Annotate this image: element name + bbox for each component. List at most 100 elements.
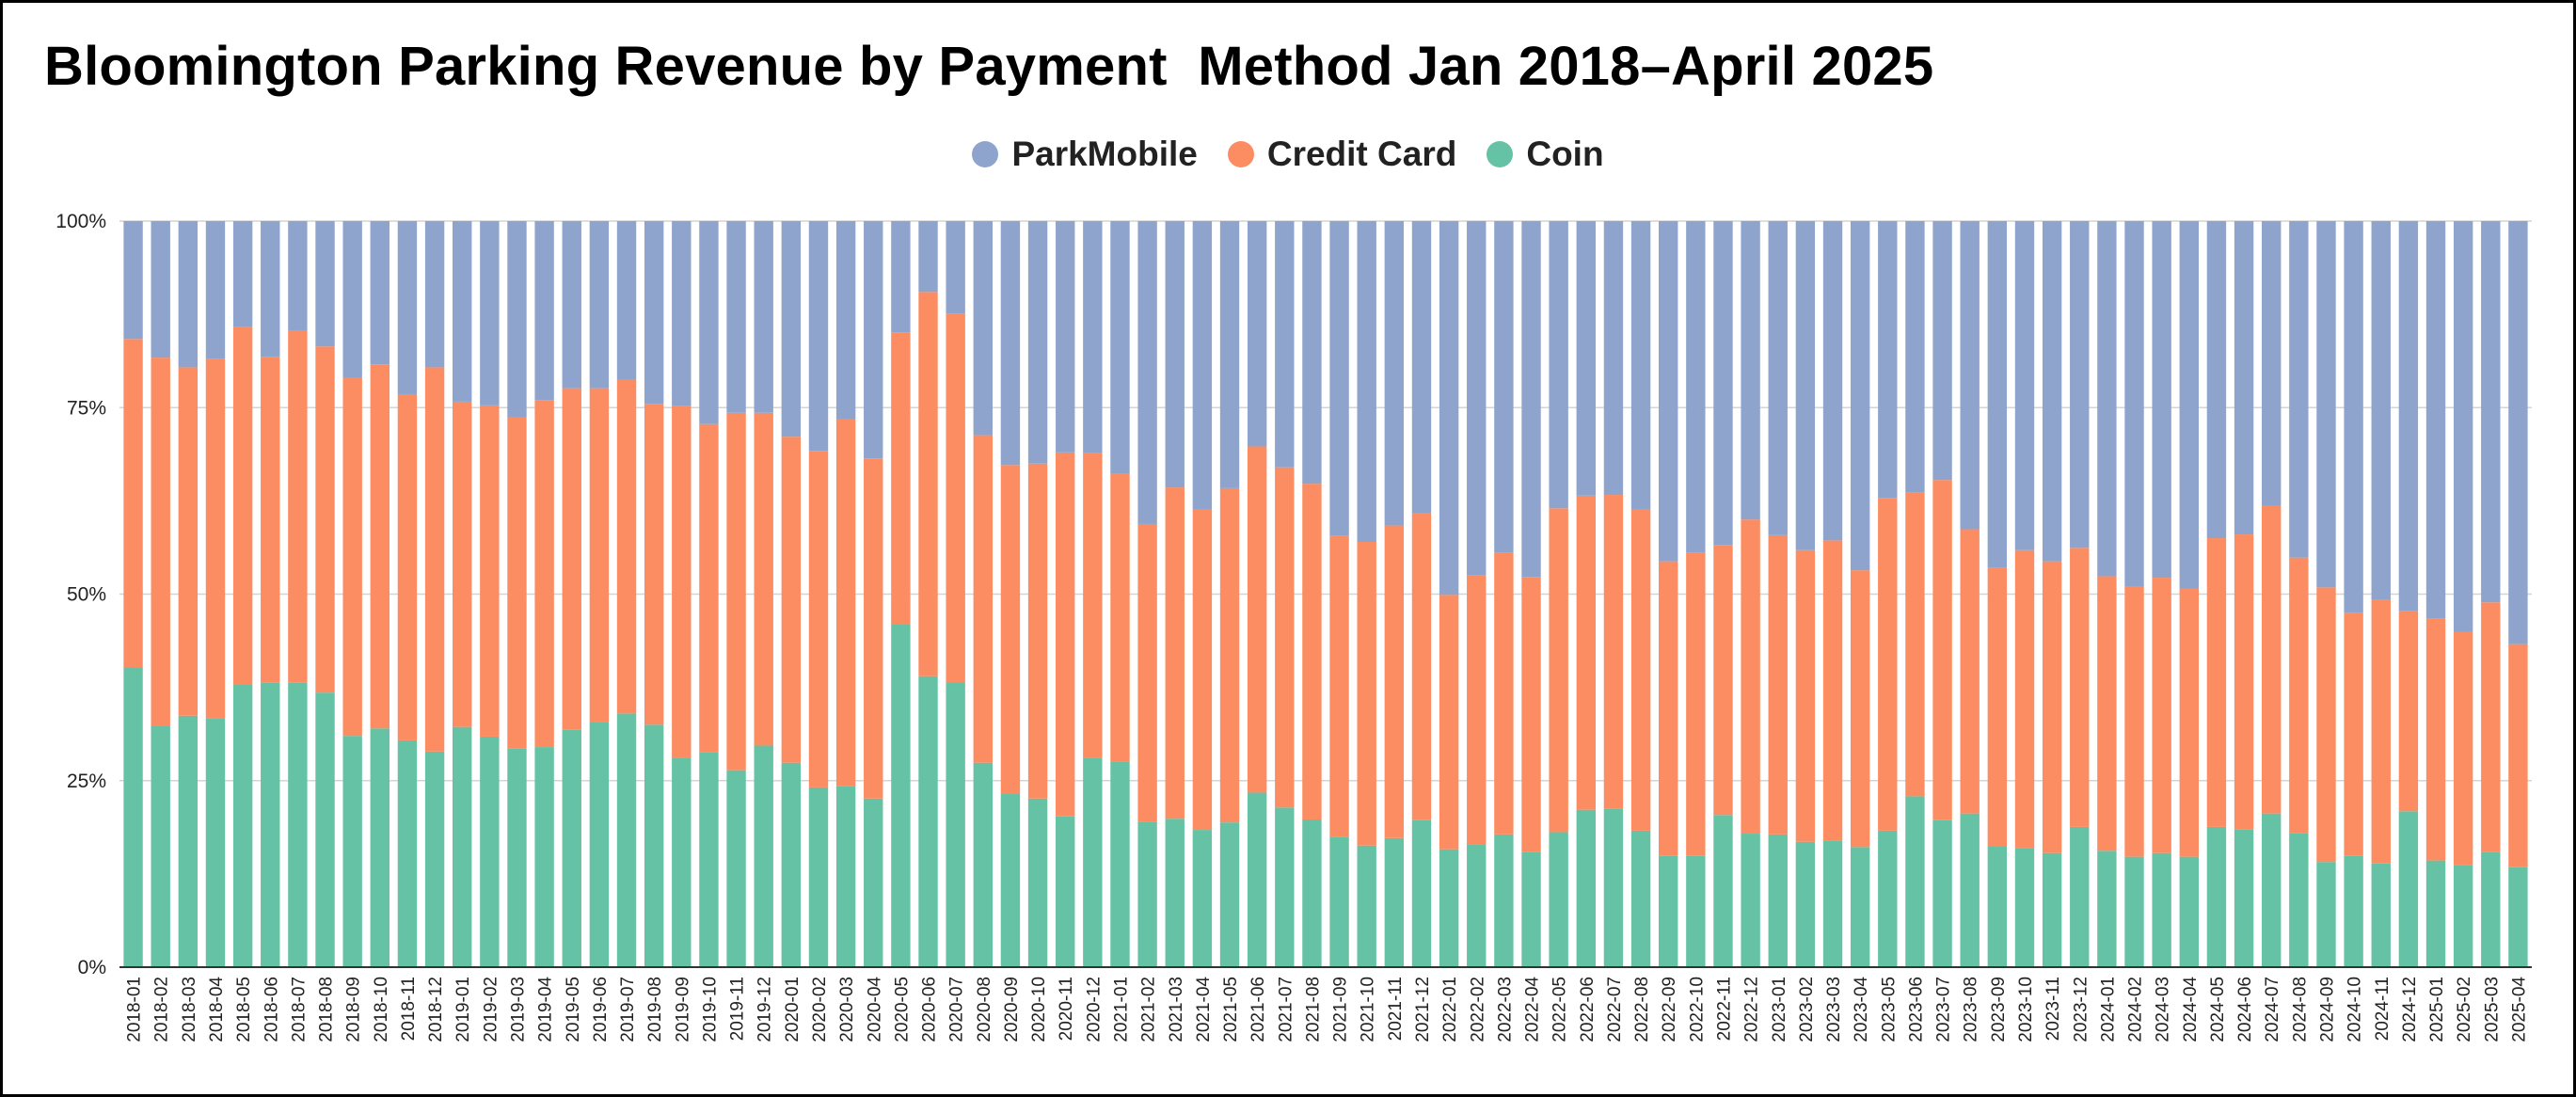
- bar-segment-coin: [1329, 836, 1349, 967]
- x-tick-label: 2025-01: [2427, 977, 2447, 1042]
- x-tick-label: 2018-10: [372, 977, 391, 1042]
- bar-segment-credit-card: [672, 405, 692, 758]
- bar-segment-credit-card: [232, 326, 253, 685]
- x-tick-label: 2019-05: [564, 977, 583, 1042]
- bar-segment-credit-card: [1056, 452, 1075, 817]
- bar-segment-parkmobile: [1659, 221, 1678, 562]
- bar-segment-coin: [1630, 830, 1651, 967]
- x-tick-label: 2020-08: [975, 977, 994, 1042]
- bar-segment-coin: [123, 668, 143, 967]
- bar-segment-coin: [946, 682, 965, 967]
- x-tick-label: 2020-07: [947, 977, 967, 1042]
- bar-segment-credit-card: [1549, 508, 1568, 833]
- bar-segment-credit-card: [1630, 509, 1651, 831]
- bar-segment-parkmobile: [1932, 221, 1952, 481]
- x-tick-label: 2020-12: [1084, 977, 1104, 1042]
- bar-segment-coin: [1576, 809, 1596, 967]
- bar-segment-parkmobile: [589, 221, 610, 389]
- x-tick-label: 2019-08: [645, 977, 665, 1042]
- bar-segment-parkmobile: [205, 221, 226, 359]
- bar-segment-credit-card: [1137, 523, 1157, 822]
- bar-segment-credit-card: [1357, 541, 1376, 846]
- bar-segment-parkmobile: [672, 221, 692, 406]
- bar-segment-parkmobile: [1165, 221, 1185, 488]
- bar-segment-coin: [480, 736, 500, 967]
- y-tick-label: 0%: [78, 957, 106, 978]
- bar-segment-coin: [2262, 813, 2282, 967]
- x-tick-label: 2020-01: [783, 977, 803, 1042]
- bar-segment-parkmobile: [1439, 221, 1459, 596]
- x-tick-label: 2023-09: [1989, 977, 2009, 1042]
- bar-segment-coin: [781, 762, 802, 967]
- bar-segment-parkmobile: [480, 221, 500, 405]
- bar-segment-coin: [616, 713, 637, 967]
- bar-segment-parkmobile: [232, 221, 253, 327]
- bar-segment-parkmobile: [288, 221, 308, 331]
- bar-segment-coin: [918, 676, 938, 967]
- x-tick-label: 2024-09: [2317, 977, 2337, 1042]
- bar-segment-coin: [754, 745, 773, 967]
- x-tick-label: 2024-06: [2235, 977, 2255, 1042]
- bar-segment-coin: [644, 724, 664, 967]
- chart-legend: ParkMobile Credit Card Coin: [3, 135, 2573, 174]
- bar-segment-credit-card: [1439, 595, 1459, 850]
- x-tick-label: 2021-06: [1248, 977, 1268, 1042]
- x-tick-label: 2020-11: [1057, 977, 1076, 1041]
- x-tick-label: 2019-01: [453, 977, 473, 1042]
- bar-segment-parkmobile: [1713, 221, 1733, 546]
- bar-segment-coin: [507, 748, 527, 967]
- x-tick-label: 2024-08: [2290, 977, 2310, 1042]
- bar-segment-credit-card: [2371, 599, 2391, 864]
- x-tick-label: 2018-05: [234, 977, 254, 1042]
- x-tick-label: 2018-12: [426, 977, 446, 1042]
- bar-segment-parkmobile: [835, 221, 856, 420]
- bar-segment-credit-card: [2234, 534, 2254, 830]
- bar-segment-credit-card: [178, 367, 199, 716]
- x-tick-label: 2024-07: [2263, 977, 2282, 1042]
- bar-segment-coin: [1467, 844, 1487, 967]
- x-tick-label: 2021-02: [1139, 977, 1159, 1042]
- legend-item-parkmobile: ParkMobile: [972, 135, 1198, 174]
- x-tick-label: 2020-09: [1002, 977, 1022, 1042]
- x-tick-label: 2020-04: [865, 977, 884, 1042]
- bar-segment-coin: [1384, 837, 1405, 967]
- x-tick-label: 2022-02: [1468, 977, 1487, 1042]
- bar-segment-coin: [370, 728, 390, 967]
- x-tick-label: 2019-10: [700, 977, 720, 1042]
- legend-label-parkmobile: ParkMobile: [1011, 135, 1198, 173]
- bar-segment-parkmobile: [1219, 221, 1240, 488]
- x-tick-label: 2021-09: [1331, 977, 1351, 1042]
- bar-segment-coin: [1165, 819, 1185, 967]
- x-tick-label: 2022-12: [1742, 977, 1762, 1042]
- bar-segment-coin: [2425, 860, 2446, 967]
- bar-segment-coin: [151, 725, 170, 967]
- bar-segment-parkmobile: [2344, 221, 2363, 613]
- x-tick-label: 2023-01: [1770, 977, 1789, 1042]
- x-tick-label: 2023-02: [1797, 977, 1817, 1042]
- bar-segment-parkmobile: [1083, 221, 1103, 453]
- bar-segment-coin: [2070, 826, 2090, 967]
- bar-segment-credit-card: [205, 358, 226, 719]
- bar-segment-parkmobile: [808, 221, 829, 452]
- bar-segment-coin: [1713, 815, 1733, 967]
- bar-segment-credit-card: [1987, 567, 2008, 847]
- bar-segment-credit-card: [781, 437, 802, 763]
- bar-segment-credit-card: [397, 393, 418, 740]
- x-tick-label: 2023-03: [1824, 977, 1844, 1042]
- bar-segment-coin: [424, 751, 445, 967]
- x-tick-label: 2018-03: [180, 977, 199, 1042]
- bar-segment-credit-card: [2262, 505, 2282, 814]
- bar-segment-credit-card: [2289, 557, 2309, 834]
- bar-segment-parkmobile: [2289, 221, 2309, 558]
- bar-segment-parkmobile: [1987, 221, 2008, 568]
- bar-segment-credit-card: [1165, 487, 1185, 819]
- bar-segment-credit-card: [1247, 446, 1267, 793]
- bar-segment-coin: [1905, 796, 1925, 967]
- y-tick-label: 25%: [67, 771, 106, 792]
- x-tick-label: 2022-03: [1495, 977, 1515, 1042]
- bar-segment-credit-card: [1219, 487, 1240, 823]
- bar-segment-credit-card: [2316, 587, 2336, 863]
- x-tick-label: 2021-04: [1194, 977, 1214, 1042]
- x-tick-label: 2024-12: [2400, 977, 2420, 1042]
- bar-segment-parkmobile: [2508, 221, 2528, 644]
